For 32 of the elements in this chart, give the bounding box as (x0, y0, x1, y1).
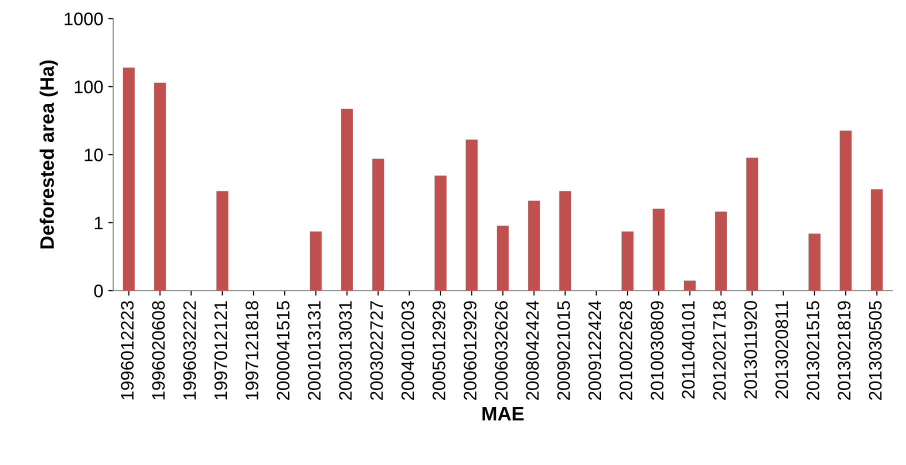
x-tick-label: 2013021515 (806, 301, 820, 400)
y-tick-label: 1 (94, 216, 103, 230)
x-tick-label: 2013020811 (775, 301, 788, 399)
x-tick-label: 1996012223 (120, 301, 134, 400)
y-axis-title: Deforested area (Ha) (40, 60, 58, 248)
y-tick-label: 10 (84, 148, 103, 162)
y-tick-label: 0 (94, 284, 103, 298)
x-tick-label: 2006032626 (494, 301, 508, 400)
x-tick-label: 2008042424 (526, 300, 539, 400)
x-tick-label: 2004010203 (401, 301, 414, 400)
x-tick-label: 2001013131 (308, 301, 321, 400)
x-tick-label: 2003022727 (370, 301, 384, 400)
x-tick-label: 1997012121 (214, 301, 228, 400)
y-tick-label: 1000 (64, 12, 103, 26)
x-tick-label: 2005012929 (432, 301, 446, 400)
x-tick-label: 1996032222 (183, 301, 196, 400)
x-axis-title: MAE (482, 407, 524, 420)
x-tick-label: 1997121818 (246, 301, 258, 400)
y-tick-label: 100 (74, 80, 103, 94)
x-tick-label: 2009122424 (588, 300, 602, 400)
x-tick-label: 2010022628 (620, 301, 632, 400)
x-tick-label: 1996020608 (152, 301, 165, 400)
x-tick-label: 2013030505 (868, 301, 882, 400)
x-tick-label: 2012021718 (713, 301, 726, 400)
x-tick-label: 2009021015 (557, 301, 570, 400)
x-tick-label: 2010030809 (650, 301, 664, 400)
x-tick-label: 2006012929 (464, 301, 477, 400)
x-tick-label: 2003013031 (339, 301, 352, 400)
x-tick-label: 2000041515 (276, 301, 290, 400)
x-tick-label: 2013011920 (744, 301, 758, 399)
x-tick-label: 2013021819 (838, 301, 851, 400)
x-tick-label: 2011040101 (682, 301, 695, 399)
